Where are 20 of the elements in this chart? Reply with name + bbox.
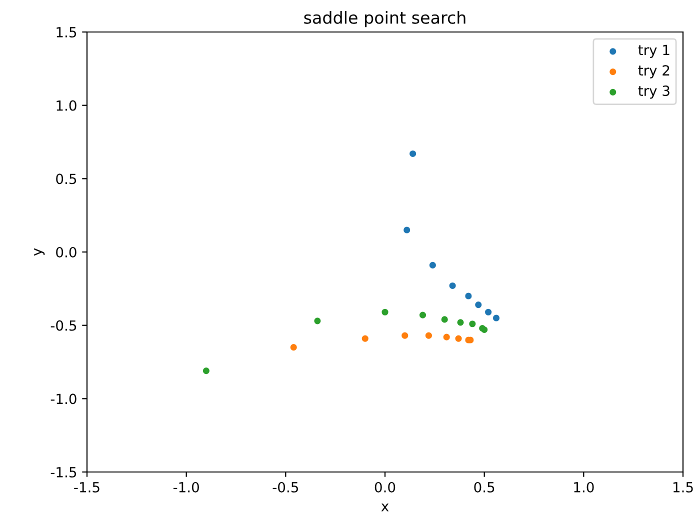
- y-tick-label: -1.5: [50, 467, 76, 478]
- y-tick-label: 0.5: [56, 174, 76, 184]
- x-tick-label: 0.5: [474, 482, 494, 492]
- y-axis-title: y: [34, 248, 45, 256]
- y-tick-label: -0.5: [50, 320, 76, 331]
- x-tick-label: 1.5: [673, 482, 693, 492]
- x-tick-label: -0.5: [272, 482, 298, 492]
- y-tick-label: -1.0: [50, 394, 76, 404]
- x-axis-title: x: [381, 504, 389, 512]
- x-tick-label: -1.5: [74, 482, 100, 492]
- y-tick-label: 1.5: [56, 27, 76, 38]
- y-tick-label: 1.0: [56, 100, 76, 111]
- legend-label: try 3: [638, 86, 670, 99]
- chart-title: saddle point search: [304, 11, 466, 28]
- x-tick-label: -1.0: [173, 482, 199, 492]
- legend-label: try 2: [638, 65, 670, 78]
- y-tick-label: 0.0: [56, 246, 76, 258]
- x-tick-label: 0.0: [374, 482, 396, 492]
- x-tick-label: 1.0: [574, 482, 594, 492]
- legend-label: try 1: [638, 44, 670, 58]
